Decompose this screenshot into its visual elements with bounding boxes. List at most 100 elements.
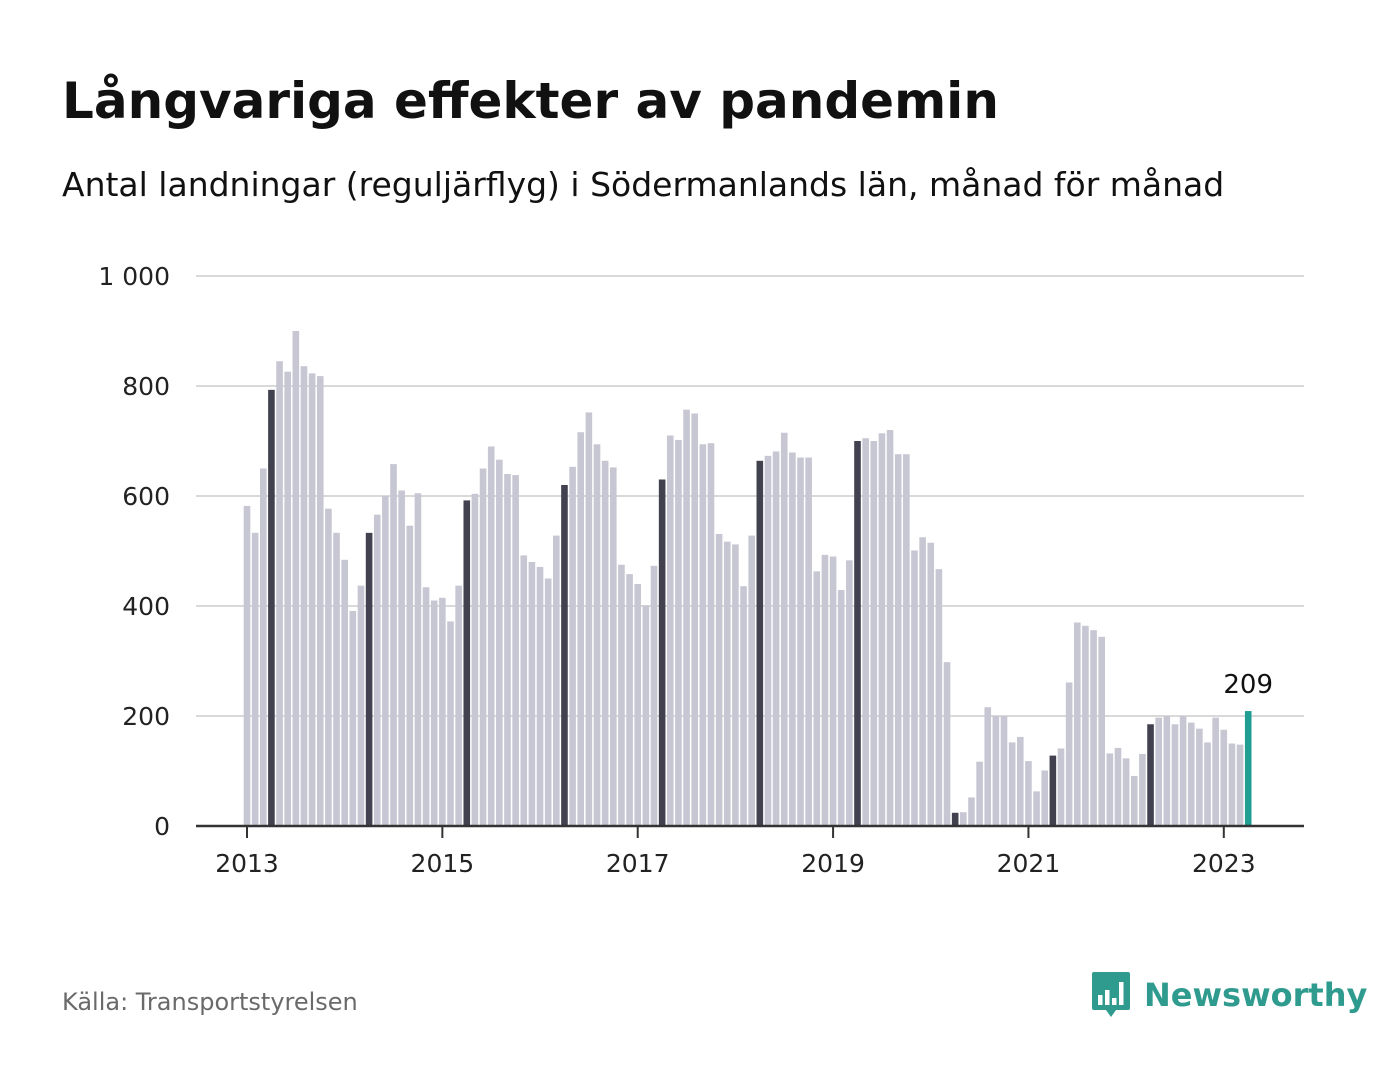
bar [259, 468, 267, 826]
bar [772, 451, 780, 826]
bar [1098, 636, 1105, 826]
bar [919, 537, 926, 826]
bar [748, 535, 755, 826]
bar [504, 474, 511, 826]
bar [512, 475, 519, 826]
x-tick-label: 2023 [1192, 849, 1256, 878]
bar [951, 812, 959, 826]
bar [903, 454, 910, 826]
bar [382, 496, 389, 826]
bar [992, 716, 1000, 826]
bar [805, 457, 812, 826]
bar [1033, 791, 1040, 826]
y-tick-label: 200 [122, 702, 170, 731]
bar [699, 444, 707, 826]
bar [984, 707, 992, 826]
chart-subtitle: Antal landningar (reguljärflyg) i Söderm… [62, 165, 1225, 204]
bar [780, 432, 788, 826]
bar [732, 544, 739, 826]
bar [618, 564, 625, 826]
x-tick-label: 2017 [606, 849, 670, 878]
bar [528, 562, 536, 826]
bar [683, 409, 690, 826]
bar [251, 532, 259, 826]
brand-name: Newsworthy [1144, 976, 1368, 1014]
bar [243, 505, 251, 826]
bar [601, 460, 609, 826]
bar [911, 550, 918, 826]
bar [610, 467, 617, 826]
bar [846, 560, 853, 826]
bar [1122, 758, 1130, 826]
bar [1139, 753, 1146, 826]
bar [886, 430, 894, 826]
bar [276, 361, 283, 826]
bar [1147, 724, 1154, 826]
bar [968, 797, 975, 826]
bar [691, 413, 698, 826]
bar [707, 443, 715, 826]
bar-chart-speech-bubble-icon [1092, 972, 1130, 1017]
bar [878, 433, 886, 826]
y-tick-label: 800 [122, 372, 170, 401]
bar [292, 331, 300, 826]
bar [1155, 717, 1162, 826]
bar [308, 373, 316, 826]
bar [520, 555, 528, 826]
bar [1114, 747, 1122, 826]
bar [1090, 630, 1097, 826]
bar [1008, 742, 1016, 826]
x-tick-label: 2019 [801, 849, 865, 878]
bar [927, 542, 935, 826]
bar [268, 389, 275, 826]
bar [764, 455, 772, 826]
bar [740, 586, 747, 826]
bar [1017, 736, 1024, 826]
bar [813, 571, 821, 826]
bar [1106, 753, 1114, 826]
bar [715, 533, 723, 826]
bar [870, 441, 878, 826]
bar [284, 371, 291, 826]
bar [1065, 682, 1073, 826]
bar [829, 556, 837, 826]
bar [821, 554, 829, 826]
bar [553, 535, 560, 826]
bar [496, 459, 503, 826]
bar [837, 590, 845, 826]
bar [569, 466, 576, 826]
bar [1220, 729, 1228, 826]
bar [1000, 716, 1008, 826]
bar [479, 468, 487, 826]
bar [797, 457, 804, 826]
bar [1130, 775, 1138, 826]
brand-logo: Newsworthy [1090, 970, 1367, 1020]
x-tick-label: 2021 [997, 849, 1061, 878]
bar [976, 761, 983, 826]
bar [455, 585, 462, 826]
bar [585, 412, 593, 826]
bar [1244, 711, 1252, 826]
bar [1179, 716, 1187, 826]
bar [894, 454, 902, 826]
bar [544, 578, 552, 826]
bar [341, 559, 348, 826]
bar [1163, 716, 1171, 826]
bar [650, 565, 658, 826]
chart-title: Långvariga effekter av pandemin [62, 72, 999, 130]
y-tick-label: 0 [154, 812, 170, 841]
bar [333, 532, 340, 826]
bar [1236, 744, 1244, 826]
bar [390, 464, 397, 826]
bar [349, 610, 357, 826]
bar [723, 541, 731, 826]
x-tick-label: 2013 [215, 849, 279, 878]
bar [357, 585, 365, 826]
bar [1228, 743, 1236, 826]
bar [373, 514, 381, 826]
bar [642, 605, 650, 826]
bar [789, 452, 796, 826]
bar [1204, 742, 1211, 826]
bar [1196, 728, 1203, 826]
